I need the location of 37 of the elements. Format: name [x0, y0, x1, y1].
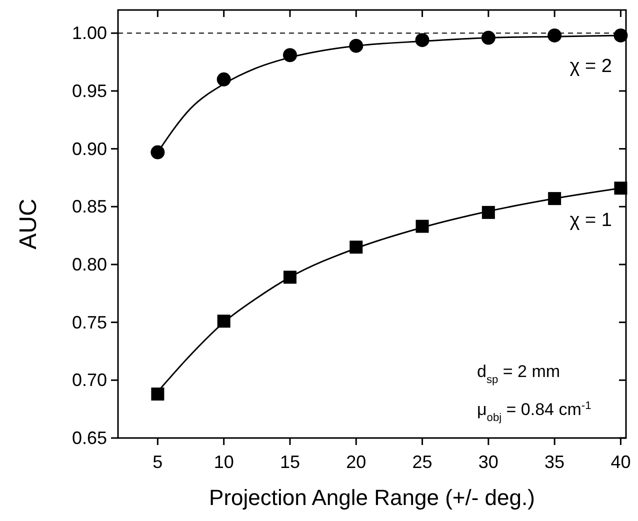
point [216, 72, 231, 86]
point [481, 30, 496, 45]
x-tick-label: 30 [478, 452, 498, 472]
point [283, 270, 296, 284]
point [282, 48, 297, 62]
annotation: d$_{sp}$ = 2 mm [477, 362, 560, 386]
point [151, 388, 164, 401]
point [349, 38, 364, 53]
x-tick-label: 10 [214, 452, 234, 472]
y-tick-label: 0.90 [72, 138, 107, 159]
y-tick-label: 0.80 [72, 254, 107, 274]
y-axis-title: AUC [15, 198, 42, 250]
point [416, 220, 429, 233]
point [350, 240, 363, 254]
annotation: χ = 2 [570, 56, 612, 77]
x-tick-label: 25 [412, 452, 432, 472]
x-tick-label: 15 [280, 452, 300, 472]
x-tick-label: 20 [346, 452, 366, 472]
point [614, 28, 628, 42]
point [150, 145, 165, 160]
y-tick-label: 1.00 [72, 23, 107, 44]
point [415, 33, 430, 48]
annotation: χ = 1 [570, 210, 612, 231]
y-tick-label: 0.70 [72, 370, 107, 390]
y-tick-label: 0.85 [72, 196, 107, 217]
point [217, 314, 230, 328]
x-axis-title: Projection Angle Range (+/- deg.) [209, 485, 535, 510]
point [548, 192, 562, 206]
annotation: μ$_{obj}$ = 0.84 cm$^{-1}$ [477, 400, 592, 424]
point [548, 28, 562, 42]
x-tick-label: 35 [544, 452, 565, 472]
x-tick-label: 40 [610, 452, 631, 472]
y-tick-label: 0.65 [72, 428, 107, 448]
y-tick-label: 0.75 [72, 312, 107, 332]
y-tick-label: 0.95 [72, 80, 107, 101]
x-tick-label: 5 [152, 452, 163, 472]
point [482, 206, 495, 219]
